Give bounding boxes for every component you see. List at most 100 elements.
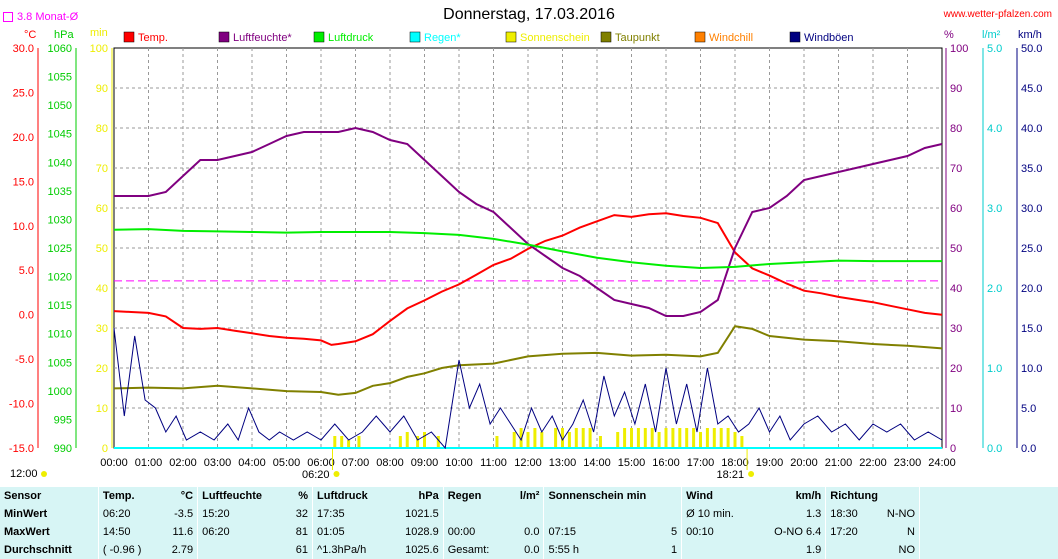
axis-tick-label: 1020 — [48, 272, 72, 284]
axis-tick-label: 1040 — [48, 157, 72, 169]
hdr-sun: Sonnenschein min — [543, 487, 682, 505]
legend-label: Temp. — [138, 32, 168, 44]
axis-tick-label: 80 — [950, 123, 962, 135]
x-tick-label: 24:00 — [928, 457, 956, 469]
x-tick-label: 19:00 — [756, 457, 784, 469]
axis-unit: % — [944, 29, 954, 41]
sunshine-bar — [567, 432, 571, 448]
axis-tick-label: 2.0 — [987, 283, 1002, 295]
legend-label: Luftfeuchte* — [233, 32, 292, 44]
hdr-hum: Luftfeuchte — [197, 487, 286, 505]
cell-spacer — [919, 505, 1058, 523]
axis-tick-label: 0.0 — [19, 310, 34, 322]
cell: 1028.9 — [405, 526, 439, 538]
left-axes: 30.0 25.0 20.0 15.0 10.0 5.0 0.0 -5.0 -10.0 -15.0… — [9, 29, 113, 455]
x-tick-label: 10:00 — [445, 457, 473, 469]
chart-title: Donnerstag, 17.03.2016 — [443, 6, 615, 23]
axis-tick-label: -10.0 — [9, 399, 34, 411]
cell: 06:20 — [97, 505, 160, 523]
sunshine-bar — [733, 432, 737, 448]
x-tick-label: 03:00 — [204, 457, 232, 469]
x-tick-label: 16:00 — [652, 457, 680, 469]
sunshine-bar — [574, 428, 578, 448]
legend-swatch — [218, 31, 230, 43]
row-label: Durchschnitt — [4, 544, 72, 556]
axis-tick-label: 30 — [950, 323, 962, 335]
sunshine-bar — [581, 428, 585, 448]
cell-spacer — [919, 523, 1058, 541]
axis-tick-label: 1035 — [48, 186, 72, 198]
sunshine-bar — [685, 428, 689, 448]
cell: 32 — [295, 508, 309, 520]
legend-label: Taupunkt — [615, 32, 660, 44]
axis-tick-label: 80 — [96, 123, 108, 135]
x-tick-label: 09:00 — [411, 457, 439, 469]
series-lines — [113, 126, 943, 450]
axis-tick-label: 1.0 — [987, 363, 1002, 375]
legend-label: Sonnenschein — [520, 32, 590, 44]
axis-unit: hPa — [54, 29, 74, 41]
x-tick-label: 02:00 — [169, 457, 197, 469]
axis-tick-label: 15.0 — [1021, 323, 1042, 335]
x-tick-label: 23:00 — [894, 457, 922, 469]
x-tick-label: 08:00 — [376, 457, 404, 469]
cell: 17:35 — [312, 505, 389, 523]
sunrise-label: 06:20 — [302, 469, 330, 481]
axis-tick-label: 20 — [950, 363, 962, 375]
axis-tick-label: 30.0 — [13, 43, 34, 55]
hdr-sensor: Sensor — [4, 490, 42, 502]
hdr-wind-unit: km/h — [795, 490, 822, 502]
hdr-spacer — [919, 487, 1058, 505]
axis-tick-label: 40 — [950, 283, 962, 295]
x-tick-label: 06:00 — [307, 457, 335, 469]
axis-tick-label: 45.0 — [1021, 83, 1042, 95]
x-tick-label: 12:00 — [514, 457, 542, 469]
right-axes: 1009080706050403020100%5.04.03.02.01.00.… — [944, 29, 1042, 455]
summary-row-min: MinWert 06:20 -3.5 15:20 32 17:35 1021.5… — [0, 505, 1058, 523]
sunshine-bar — [671, 428, 675, 448]
sunrise-icon — [333, 471, 340, 477]
cell: O-NO 6.4 — [774, 526, 822, 538]
axis-tick-label: 20.0 — [1021, 283, 1042, 295]
sunshine-bar — [495, 436, 499, 448]
axis-tick-label: 20.0 — [13, 132, 34, 144]
cell — [644, 505, 681, 523]
x-tick-label: 07:00 — [342, 457, 370, 469]
axis-tick-label: 0 — [950, 443, 956, 455]
site-link[interactable]: www.wetter-pfalzen.com — [943, 9, 1052, 20]
sunshine-bar — [405, 432, 409, 448]
summary-table: Sensor Temp. °C Luftfeuchte % Luftdruck … — [0, 487, 1058, 559]
sunshine-bar — [533, 428, 537, 448]
sunshine-bar — [664, 428, 668, 448]
cell: 17:20 — [825, 523, 873, 541]
sunshine-bar — [636, 428, 640, 448]
sunshine-bar — [588, 428, 592, 448]
axis-tick-label: 995 — [54, 414, 72, 426]
sunset-label: 18:21 — [717, 469, 745, 481]
sunshine-bar — [678, 428, 682, 448]
axis-tick-label: 90 — [950, 83, 962, 95]
axis-tick-label: 70 — [96, 163, 108, 175]
axis-tick-label: 0.0 — [1021, 443, 1036, 455]
cell: 81 — [295, 526, 309, 538]
sunshine-bars — [333, 428, 744, 448]
sunshine-bar — [740, 436, 744, 448]
cell: 18:30 — [825, 505, 873, 523]
x-tick-label: 11:00 — [480, 457, 507, 469]
hdr-rain-unit: l/m² — [519, 490, 540, 502]
cell: 1.9 — [805, 544, 822, 556]
summary-header-row: Sensor Temp. °C Luftfeuchte % Luftdruck … — [0, 487, 1058, 505]
cell: 1025.6 — [405, 544, 439, 556]
legend-label: Windböen — [804, 32, 854, 44]
sunshine-bar — [554, 428, 558, 448]
summary-row-max: MaxWert 14:50 11.6 06:20 81 01:05 1028.9… — [0, 523, 1058, 541]
axis-tick-label: 50 — [96, 243, 108, 255]
axis-tick-label: 0 — [102, 443, 108, 455]
sunshine-bar — [561, 428, 564, 448]
axis-unit: °C — [24, 29, 36, 41]
axis-tick-label: 1045 — [48, 129, 72, 141]
hdr-hum-unit: % — [298, 490, 309, 502]
axis-tick-label: 1060 — [48, 43, 72, 55]
sun-icon — [41, 471, 47, 477]
axis-tick-label: 1005 — [48, 357, 72, 369]
